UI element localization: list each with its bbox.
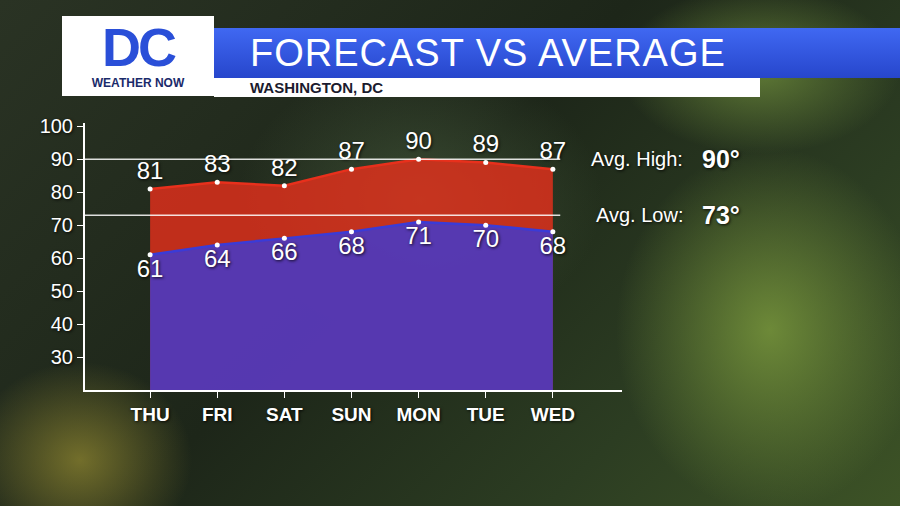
svg-text:WED: WED bbox=[531, 404, 575, 425]
svg-text:SAT: SAT bbox=[266, 404, 303, 425]
html-text:WASHINGTON, DC: WASHINGTON, DC bbox=[250, 79, 384, 96]
svg-text:Avg. High:: Avg. High: bbox=[591, 148, 683, 170]
html-text:WEATHER NOW: WEATHER NOW bbox=[91, 76, 185, 90]
svg-text:61: 61 bbox=[137, 255, 164, 282]
svg-text:83: 83 bbox=[204, 150, 231, 177]
svg-text:68: 68 bbox=[540, 232, 567, 259]
svg-text:Avg. Low:: Avg. Low: bbox=[596, 204, 683, 226]
svg-text:64: 64 bbox=[204, 245, 231, 272]
svg-text:SUN: SUN bbox=[331, 404, 371, 425]
svg-text:87: 87 bbox=[338, 137, 365, 164]
svg-text:68: 68 bbox=[338, 232, 365, 259]
svg-text:70: 70 bbox=[51, 214, 73, 236]
svg-text:60: 60 bbox=[51, 247, 73, 269]
svg-text:TUE: TUE bbox=[467, 404, 505, 425]
svg-text:80: 80 bbox=[51, 181, 73, 203]
svg-text:30: 30 bbox=[51, 346, 73, 368]
svg-text:73°: 73° bbox=[702, 201, 740, 229]
svg-text:90: 90 bbox=[51, 148, 73, 170]
html-text:DC: DC bbox=[102, 17, 174, 77]
svg-text:90: 90 bbox=[405, 127, 432, 154]
svg-text:87: 87 bbox=[540, 137, 567, 164]
svg-text:MON: MON bbox=[396, 404, 440, 425]
svg-text:THU: THU bbox=[131, 404, 170, 425]
svg-text:FRI: FRI bbox=[202, 404, 233, 425]
svg-text:50: 50 bbox=[51, 280, 73, 302]
svg-text:89: 89 bbox=[472, 130, 499, 157]
svg-text:70: 70 bbox=[472, 225, 499, 252]
svg-text:90°: 90° bbox=[702, 145, 740, 173]
svg-text:81: 81 bbox=[137, 157, 164, 184]
svg-text:71: 71 bbox=[405, 222, 432, 249]
svg-text:66: 66 bbox=[271, 238, 298, 265]
svg-text:40: 40 bbox=[51, 313, 73, 335]
svg-text:100: 100 bbox=[40, 115, 73, 137]
html-text:FORECAST VS AVERAGE: FORECAST VS AVERAGE bbox=[250, 32, 726, 74]
svg-text:82: 82 bbox=[271, 154, 298, 181]
